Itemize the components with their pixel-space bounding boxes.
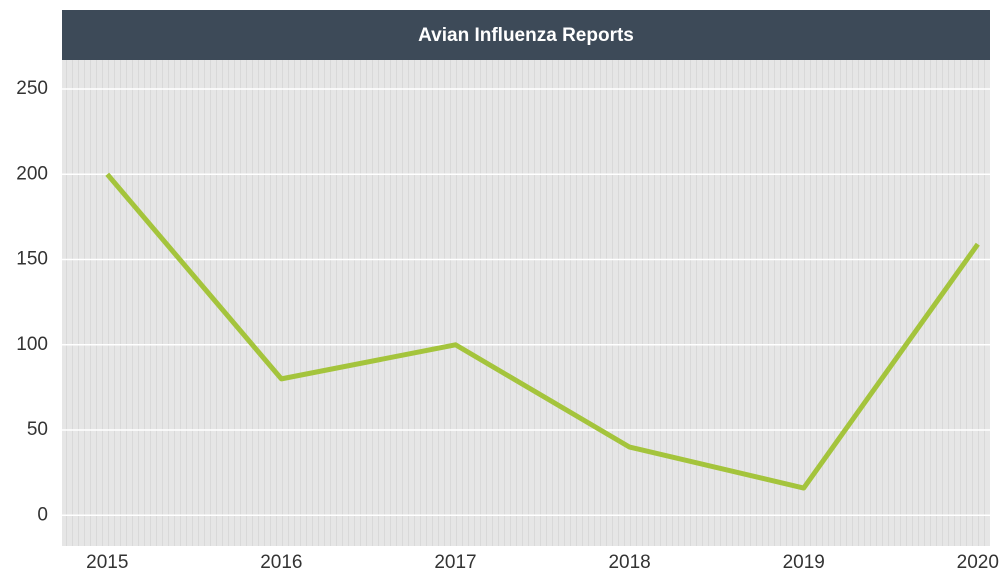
- plot-background: [62, 60, 990, 546]
- y-tick-label: 200: [16, 163, 48, 184]
- data-line: [105, 172, 980, 491]
- y-tick-label: 50: [27, 419, 48, 440]
- chart-title: Avian Influenza Reports: [418, 25, 634, 46]
- y-tick-label: 250: [16, 78, 48, 99]
- y-tick-label: 100: [16, 334, 48, 355]
- x-tick-label: 2018: [608, 552, 650, 573]
- title-bar: [62, 10, 990, 60]
- y-tick-label: 150: [16, 249, 48, 270]
- x-tick-label: 2020: [957, 552, 999, 573]
- x-tick-label: 2019: [783, 552, 825, 573]
- x-tick-label: 2016: [260, 552, 302, 573]
- x-tick-label: 2015: [86, 552, 128, 573]
- y-tick-label: 0: [37, 504, 48, 525]
- x-tick-label: 2017: [434, 552, 476, 573]
